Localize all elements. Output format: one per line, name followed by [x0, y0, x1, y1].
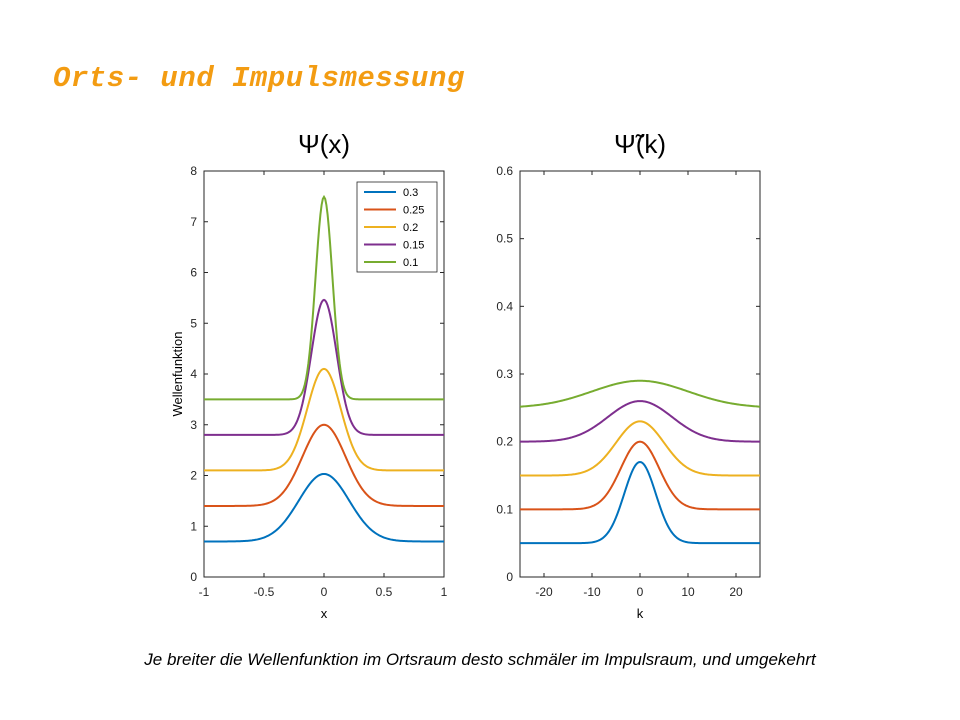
psi-x-xlabel: x [321, 606, 328, 621]
psi-x-xtick-label: 0.5 [376, 585, 393, 599]
psi-x-ylabel: Wellenfunktion [170, 331, 185, 416]
psi-k-xtick-label: 0 [637, 585, 644, 599]
psi-k-xtick-label: 20 [729, 585, 743, 599]
legend-entry: 0.3 [403, 187, 418, 199]
psi-x-title: Ψ(x) [298, 129, 350, 159]
psi-k-ytick-label: 0.1 [496, 502, 513, 516]
legend-entry: 0.25 [403, 205, 424, 217]
psi-x-series-0_3 [204, 472, 444, 543]
psi-k-ytick-label: 0.6 [496, 164, 513, 178]
psi-x-ytick-label: 3 [190, 418, 197, 432]
psi-x-series-0_25 [204, 423, 444, 507]
psi-x-series-0_2 [204, 367, 444, 472]
psi-k-axes-frame [519, 170, 761, 578]
psi-k-ytick-label: 0 [506, 570, 513, 584]
psi-k-xtick-label: -10 [583, 585, 601, 599]
psi-k-xtick-label: -20 [535, 585, 553, 599]
legend-entry: 0.1 [403, 257, 418, 269]
psi-k-xtick-label: 10 [681, 585, 695, 599]
psi-x-series-0_15 [204, 298, 444, 436]
psi-k-series-0_15 [519, 400, 761, 443]
psi-k-series-0_25 [520, 440, 760, 511]
psi-x-xtick-label: -0.5 [254, 585, 275, 599]
psi-x-ytick-label: 4 [190, 367, 197, 381]
slide-title: Orts- und Impulsmessung [53, 62, 465, 95]
caption: Je breiter die Wellenfunktion im Ortsrau… [144, 650, 816, 669]
psi-x-series-0_1 [204, 194, 444, 401]
legend: 0.3 0.25 0.2 0.15 0.1 [356, 181, 438, 273]
legend-entry: 0.15 [403, 240, 424, 252]
legend-entry: 0.2 [403, 222, 418, 234]
psi-k-ytick-label: 0.2 [496, 435, 513, 449]
psi-x-ytick-label: 8 [190, 164, 197, 178]
psi-k-plot: Ψ̃(k) k 0 0.1 0.2 0.3 0.4 0.5 0.6 -20 -10 0 10 20 [496, 129, 761, 621]
psi-x-ytick-label: 0 [190, 570, 197, 584]
psi-k-series-0_3 [520, 460, 760, 545]
psi-k-title: Ψ̃(k) [614, 129, 666, 159]
psi-k-ytick-label: 0.3 [496, 367, 513, 381]
psi-x-xtick-label: 1 [441, 585, 448, 599]
psi-x-xtick-label: 0 [321, 585, 328, 599]
psi-x-plot: Ψ(x) Wellenfunktion x 0 1 2 3 4 5 6 7 8 -1 -0.5 0 0.… [170, 129, 448, 621]
psi-x-xtick-label: -1 [199, 585, 210, 599]
psi-k-series-0_2 [520, 420, 760, 477]
psi-x-ytick-label: 5 [190, 316, 197, 330]
psi-x-ytick-label: 1 [190, 519, 197, 533]
psi-k-ytick-label: 0.4 [496, 299, 513, 313]
psi-k-ytick-label: 0.5 [496, 232, 513, 246]
psi-x-ytick-label: 7 [190, 215, 197, 229]
psi-x-ytick-label: 2 [190, 469, 197, 483]
psi-k-series-0_1 [519, 379, 761, 408]
psi-k-xlabel: k [637, 606, 644, 621]
psi-x-ytick-label: 6 [190, 266, 197, 280]
